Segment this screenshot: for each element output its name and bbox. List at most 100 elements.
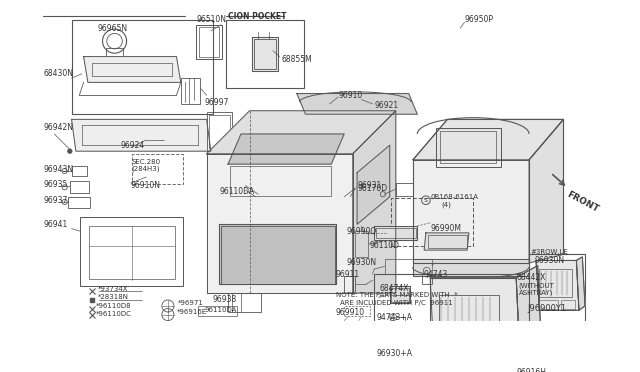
Bar (227, 20, 304, 89)
Text: NOTE: THE PARTS MARKED WITH  *: NOTE: THE PARTS MARKED WITH * (335, 292, 457, 298)
Bar (540, 269, 572, 296)
Bar (199, 28, 220, 57)
Polygon shape (529, 119, 563, 263)
Polygon shape (207, 154, 353, 293)
Polygon shape (413, 119, 563, 160)
Text: 96935: 96935 (43, 180, 68, 189)
Bar (392, 199, 473, 246)
Polygon shape (357, 145, 390, 224)
Bar (422, 274, 432, 285)
Text: 96931: 96931 (357, 181, 381, 190)
Text: (WITHOUT: (WITHOUT (519, 283, 555, 289)
Bar (561, 300, 575, 308)
Text: 96921: 96921 (374, 101, 399, 110)
Bar (529, 254, 585, 345)
Polygon shape (390, 286, 410, 304)
Text: 96942N: 96942N (43, 124, 73, 132)
Text: CION POCKET: CION POCKET (228, 12, 287, 21)
Polygon shape (516, 266, 542, 369)
Bar (230, 166, 332, 196)
Bar (106, 48, 123, 64)
Text: #3ROW,LE: #3ROW,LE (531, 249, 569, 255)
Text: SEC.280: SEC.280 (132, 159, 161, 166)
Bar (376, 228, 415, 238)
Text: 96170D: 96170D (357, 184, 387, 193)
Text: 96910: 96910 (338, 91, 362, 100)
Polygon shape (536, 260, 579, 310)
Bar (374, 274, 536, 372)
Bar (439, 295, 499, 334)
Circle shape (68, 149, 72, 153)
Polygon shape (413, 160, 529, 263)
Polygon shape (374, 226, 417, 240)
Text: 94743: 94743 (423, 270, 447, 279)
Bar (68, 197, 90, 208)
Text: S: S (424, 198, 428, 203)
Polygon shape (207, 111, 396, 154)
Text: 96916H: 96916H (516, 368, 546, 372)
Text: *96916E: *96916E (177, 309, 207, 315)
Bar (390, 317, 405, 329)
Text: 96990M: 96990M (430, 224, 461, 233)
Bar (440, 131, 497, 163)
Bar (70, 181, 89, 193)
Text: 68430N: 68430N (43, 69, 73, 78)
Polygon shape (220, 224, 335, 285)
Bar (428, 235, 467, 248)
Bar (196, 25, 222, 59)
Text: *96110DC: *96110DC (95, 311, 132, 317)
Bar (355, 231, 368, 257)
Text: FRONT: FRONT (566, 190, 600, 214)
Text: 96941: 96941 (43, 220, 67, 229)
Text: (284H3): (284H3) (132, 166, 160, 173)
Text: (4): (4) (442, 201, 451, 208)
Text: 68442X: 68442X (516, 273, 545, 282)
Text: 969910: 969910 (335, 308, 365, 317)
Text: 96938: 96938 (212, 295, 237, 304)
Text: 96911: 96911 (335, 270, 360, 279)
Text: 96924: 96924 (120, 141, 145, 150)
Text: J96900Y1: J96900Y1 (527, 304, 566, 313)
Text: *96110D8: *96110D8 (95, 303, 131, 309)
Bar (390, 352, 420, 362)
Text: 96930N: 96930N (347, 259, 377, 267)
Bar (344, 276, 355, 293)
Bar (392, 288, 409, 302)
Polygon shape (84, 57, 180, 82)
Text: 96937: 96937 (43, 196, 68, 205)
Text: 96965N: 96965N (97, 24, 127, 33)
Bar (228, 293, 260, 312)
Bar (540, 300, 558, 308)
Text: 68855M: 68855M (282, 55, 312, 64)
Bar (89, 226, 175, 279)
Bar (198, 306, 237, 316)
Text: 96110DA: 96110DA (220, 187, 255, 196)
Text: 94743+A: 94743+A (376, 312, 412, 322)
Text: 96930N: 96930N (534, 256, 564, 265)
Bar (436, 128, 500, 167)
Bar (132, 154, 184, 184)
Polygon shape (413, 259, 529, 276)
Polygon shape (252, 37, 278, 71)
Text: 0B168-6161A: 0B168-6161A (430, 194, 478, 200)
Bar (221, 226, 335, 285)
Bar (72, 166, 87, 176)
Text: 96950P: 96950P (465, 15, 493, 24)
Bar (396, 183, 413, 196)
Text: 96110D: 96110D (370, 241, 400, 250)
Bar (72, 20, 214, 114)
Text: ASHTRAY): ASHTRAY) (519, 290, 553, 296)
Bar (207, 112, 232, 151)
Text: 96930+A: 96930+A (376, 349, 412, 358)
Text: *28318N: *28318N (97, 294, 129, 300)
Polygon shape (577, 257, 585, 310)
Bar (180, 78, 200, 104)
Polygon shape (72, 119, 211, 151)
Text: 96110DA: 96110DA (204, 307, 236, 313)
Text: ARE INCLUDED WITH P/C  96911: ARE INCLUDED WITH P/C 96911 (340, 301, 452, 307)
Bar (486, 338, 512, 362)
Text: 96510N: 96510N (196, 15, 227, 24)
Bar (209, 115, 230, 148)
Text: 96910N: 96910N (131, 181, 161, 190)
Text: 96997: 96997 (204, 98, 228, 107)
